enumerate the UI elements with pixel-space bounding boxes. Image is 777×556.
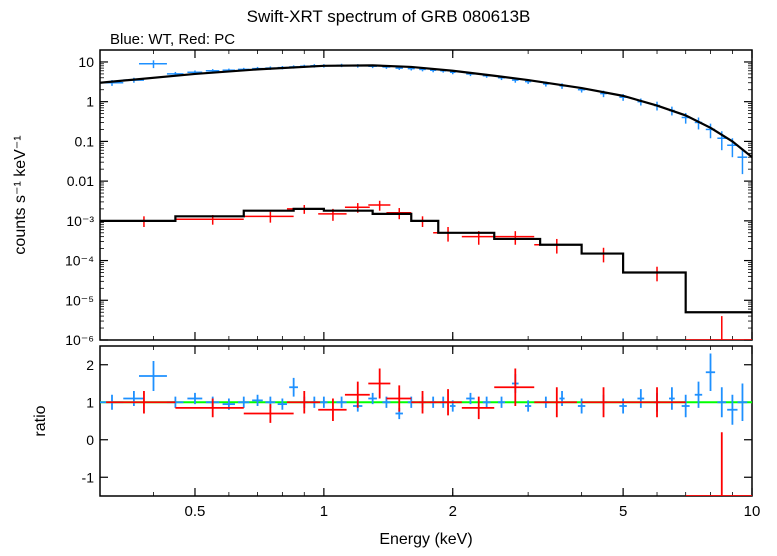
svg-text:-1: -1 (82, 469, 95, 485)
svg-text:0: 0 (86, 432, 94, 448)
y-axis-label-bottom: ratio (32, 405, 49, 436)
svg-text:1: 1 (320, 503, 328, 520)
chart-container: Swift-XRT spectrum of GRB 080613B Blue: W… (0, 0, 777, 556)
svg-text:10: 10 (78, 54, 94, 70)
svg-text:1: 1 (86, 94, 94, 110)
y-axis-label-top: counts s⁻¹ keV⁻¹ (12, 135, 29, 254)
svg-text:10⁻⁴: 10⁻⁴ (65, 253, 94, 269)
svg-text:10: 10 (744, 503, 761, 520)
svg-text:10⁻⁵: 10⁻⁵ (65, 292, 94, 308)
svg-text:0.5: 0.5 (185, 503, 206, 520)
chart-subtitle: Blue: WT, Red: PC (110, 31, 235, 48)
chart-svg: Swift-XRT spectrum of GRB 080613B Blue: W… (0, 0, 777, 556)
chart-title: Swift-XRT spectrum of GRB 080613B (247, 7, 531, 26)
svg-text:1: 1 (86, 394, 94, 410)
x-axis-label: Energy (keV) (379, 531, 472, 548)
svg-text:2: 2 (449, 503, 457, 520)
svg-text:0.1: 0.1 (75, 133, 95, 149)
svg-text:5: 5 (619, 503, 627, 520)
svg-text:0.01: 0.01 (67, 173, 94, 189)
svg-text:2: 2 (86, 357, 94, 373)
svg-text:10⁻³: 10⁻³ (66, 213, 94, 229)
svg-text:10⁻⁶: 10⁻⁶ (65, 332, 94, 348)
